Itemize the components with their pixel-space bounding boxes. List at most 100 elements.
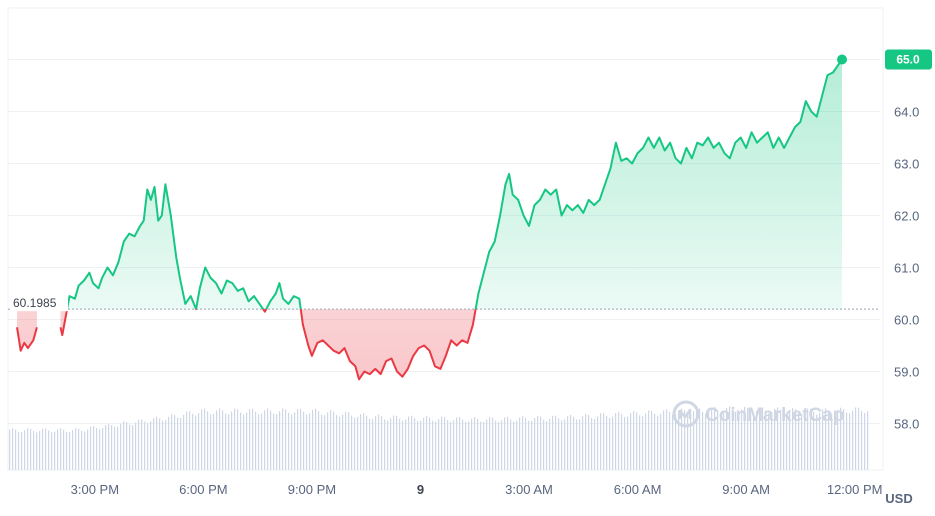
volume-bar — [60, 428, 62, 470]
volume-bar — [687, 413, 689, 470]
volume-bar — [90, 426, 92, 470]
volume-bar — [393, 415, 395, 470]
volume-bar — [18, 431, 20, 470]
volume-bar — [165, 420, 167, 470]
watermark: CoinMarketCap — [672, 400, 844, 428]
volume-bar — [309, 413, 311, 470]
volume-bar — [207, 411, 209, 470]
volume-bar — [15, 429, 17, 470]
volume-bar — [645, 413, 647, 470]
volume-bar — [510, 419, 512, 470]
volume-bar — [609, 418, 611, 470]
volume-bar — [87, 429, 89, 470]
volume-bar — [30, 428, 32, 470]
volume-bar — [132, 425, 134, 470]
volume-bar — [39, 430, 41, 470]
volume-bar — [21, 432, 23, 470]
area-fill-above-reference — [67, 59, 842, 310]
volume-bar — [306, 414, 308, 470]
volume-bar — [663, 410, 665, 470]
volume-bar — [198, 413, 200, 470]
volume-bar — [210, 414, 212, 470]
volume-bar — [423, 417, 425, 470]
volume-bar — [759, 407, 761, 470]
volume-bar — [684, 410, 686, 470]
volume-bar — [651, 410, 653, 470]
volume-bar — [591, 417, 593, 470]
last-price-marker[interactable] — [837, 54, 848, 65]
volume-bar — [369, 418, 371, 470]
volume-bar — [576, 419, 578, 470]
volume-bar — [567, 416, 569, 470]
volume-bar — [333, 411, 335, 470]
volume-bar — [441, 416, 443, 470]
volume-bar — [102, 428, 104, 470]
reference-value-label: 60.1985 — [13, 296, 57, 310]
volume-bar — [552, 415, 554, 470]
volume-bar — [150, 421, 152, 470]
volume-bar — [498, 422, 500, 470]
volume-bar — [534, 418, 536, 470]
volume-bar — [105, 425, 107, 470]
volume-bar — [402, 420, 404, 470]
volume-bar — [336, 415, 338, 470]
volume-bar — [513, 421, 515, 470]
volume-bar — [516, 420, 518, 470]
volume-bar — [81, 430, 83, 470]
volume-bar — [75, 428, 77, 470]
volume-bar — [756, 410, 758, 470]
volume-bar — [192, 413, 194, 470]
x-tick-label: 3:00 PM — [71, 482, 119, 497]
volume-bar — [633, 410, 635, 470]
volume-bar — [672, 414, 674, 470]
volume-bar — [411, 415, 413, 470]
volume-bar — [522, 416, 524, 470]
volume-bar — [72, 430, 74, 470]
volume-bar — [375, 416, 377, 470]
volume-bar — [213, 413, 215, 470]
reference-label-background — [10, 295, 68, 312]
volume-bar — [468, 421, 470, 470]
volume-bar — [669, 411, 671, 470]
volume-bar — [837, 410, 839, 470]
volume-bar — [702, 411, 704, 470]
volume-bar — [813, 411, 815, 470]
volume-bar — [246, 412, 248, 470]
last-price-value: 65.0 — [896, 53, 920, 67]
volume-bar — [525, 417, 527, 470]
y-tick-label: 61.0 — [894, 261, 919, 276]
volume-bar — [303, 411, 305, 470]
volume-bar — [363, 413, 365, 470]
volume-bar — [654, 413, 656, 470]
volume-bar — [555, 415, 557, 470]
volume-bar — [126, 422, 128, 470]
volume-bar — [96, 427, 98, 470]
volume-bar — [828, 410, 830, 470]
volume-bar — [318, 411, 320, 470]
volume-bar — [471, 418, 473, 470]
volume-bar — [390, 418, 392, 470]
volume-bar — [492, 417, 494, 470]
volume-bar — [435, 421, 437, 470]
volume-bar — [66, 431, 68, 470]
volume-bar — [546, 420, 548, 470]
coinmarketcap-logo-icon — [672, 400, 700, 428]
volume-bar — [183, 414, 185, 470]
volume-bar — [171, 414, 173, 470]
volume-bar — [57, 429, 59, 470]
volume-bar — [483, 422, 485, 470]
volume-bar — [291, 414, 293, 470]
volume-bar — [708, 411, 710, 470]
volume-bar — [321, 414, 323, 470]
volume-bar — [648, 410, 650, 470]
volume-bar — [414, 418, 416, 470]
volume-bar — [153, 418, 155, 470]
volume-bar — [588, 414, 590, 470]
volume-bar — [252, 408, 254, 470]
volume-bar — [360, 414, 362, 470]
plot-frame — [7, 7, 884, 471]
volume-bar — [141, 419, 143, 470]
area-fill-below-reference — [17, 309, 842, 380]
volume-bar — [558, 418, 560, 470]
